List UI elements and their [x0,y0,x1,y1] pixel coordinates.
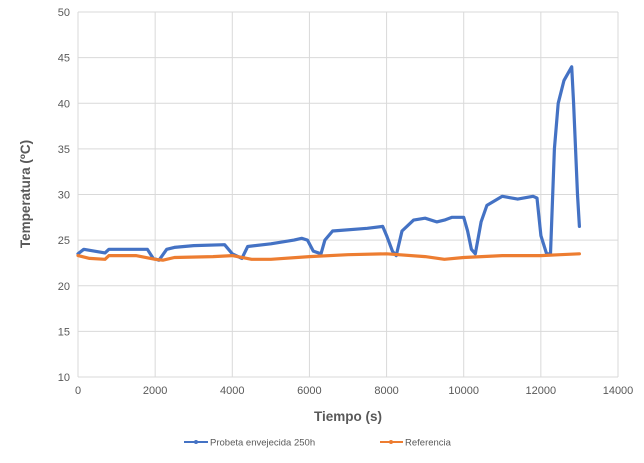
y-tick-label: 20 [58,281,70,293]
y-axis-title: Temperatura (ºC) [18,140,33,248]
legend-item-referencia[interactable]: Referencia [380,438,452,449]
y-tick-label: 40 [58,98,70,110]
y-tick-label: 45 [58,53,70,65]
legend-label-referencia: Referencia [405,438,452,449]
y-tick-label: 50 [58,7,70,19]
x-tick-label: 6000 [297,385,321,397]
y-tick-label: 10 [58,372,70,384]
x-tick-label: 14000 [603,385,634,397]
y-tick-label: 35 [58,144,70,156]
y-tick-label: 30 [58,190,70,202]
x-tick-label: 2000 [143,385,167,397]
legend-marker-referencia [389,440,393,444]
x-tick-label: 8000 [374,385,398,397]
legend-item-probeta[interactable]: Probeta envejecida 250h [184,438,315,449]
legend-label-probeta: Probeta envejecida 250h [210,438,315,449]
legend-marker-probeta [194,440,198,444]
x-tick-label: 10000 [448,385,479,397]
series-line-0 [76,65,582,262]
legend: Probeta envejecida 250h Referencia [184,438,452,449]
y-tick-label: 25 [58,235,70,247]
x-tick-label: 0 [75,385,81,397]
x-axis-title: Tiempo (s) [314,409,382,424]
x-tick-label: 12000 [526,385,557,397]
y-tick-labels: 10 15 20 25 30 35 40 45 50 [58,7,70,384]
series-line-1 [76,252,582,262]
x-tick-labels: 0 2000 4000 6000 8000 10000 12000 14000 [75,385,633,397]
x-tick-label: 4000 [220,385,244,397]
series-lines [76,65,582,262]
y-tick-label: 15 [58,326,70,338]
gridlines [77,11,619,378]
